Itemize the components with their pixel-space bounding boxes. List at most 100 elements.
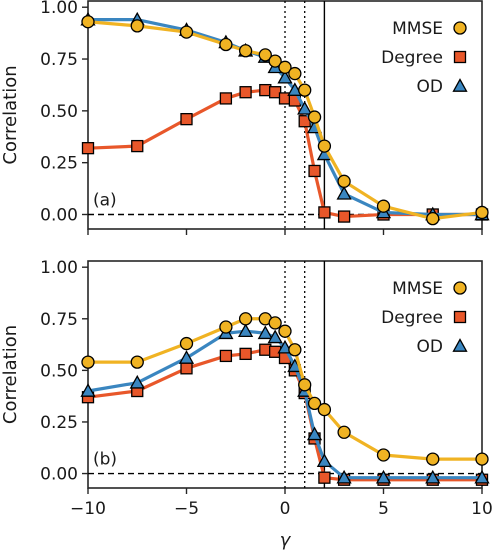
data-point — [318, 206, 331, 219]
data-point — [238, 312, 253, 326]
series-mmse — [81, 15, 489, 226]
data-point — [426, 452, 440, 466]
x-tick-label: −10 — [70, 499, 106, 519]
data-point — [268, 316, 282, 330]
y-tick-label: 0.75 — [40, 50, 78, 70]
y-tick-label: 1.00 — [40, 258, 78, 278]
data-point — [317, 402, 332, 417]
data-point — [237, 323, 254, 338]
panel-a: 0.00 0.25 0.50 0.75 1.00 Correlation (a) MMSE De… — [0, 0, 490, 235]
legend-label-mmse: MMSE — [392, 279, 443, 299]
data-point — [376, 448, 391, 462]
y-axis-label: Correlation — [0, 325, 21, 424]
data-point — [80, 383, 96, 397]
data-point — [178, 350, 195, 364]
legend-marker-degree — [453, 310, 467, 324]
data-point — [180, 112, 193, 126]
data-point — [179, 25, 194, 39]
series-line — [88, 317, 482, 461]
legend-label-od: OD — [417, 337, 443, 357]
x-tick-label: −5 — [174, 499, 199, 519]
data-point — [238, 44, 253, 58]
data-point — [298, 378, 312, 392]
legend-label-degree: Degree — [381, 308, 443, 328]
legend-marker-degree — [453, 50, 467, 64]
data-point — [336, 469, 352, 484]
y-tick-label: 0.50 — [40, 102, 78, 122]
data-point — [425, 469, 441, 484]
data-point — [219, 92, 233, 105]
x-axis-label: γ — [280, 530, 292, 550]
data-point — [474, 469, 490, 484]
panel-label: (b) — [93, 450, 117, 470]
y-tick-label: 0.75 — [40, 310, 78, 330]
legend-marker-od — [452, 338, 468, 352]
series-line — [87, 329, 482, 480]
data-point — [288, 343, 302, 357]
data-point — [267, 329, 283, 344]
y-tick-label: 1.00 — [40, 0, 78, 18]
data-point — [308, 164, 321, 178]
data-point — [376, 199, 391, 213]
data-point — [297, 100, 313, 115]
data-point — [316, 453, 333, 468]
y-tick-label: 0.00 — [40, 465, 78, 485]
x-tick-label: 5 — [378, 499, 389, 519]
panel-b: 0.00 0.25 0.50 0.75 1.00 −10 −5 0 5 10 Correlation… — [0, 258, 493, 550]
data-point — [317, 139, 332, 153]
data-point — [258, 48, 272, 62]
data-point — [179, 336, 194, 351]
data-point — [129, 374, 145, 389]
y-tick-label: 0.00 — [40, 205, 78, 225]
data-point — [337, 174, 351, 188]
x-tick-label: 0 — [280, 499, 291, 519]
legend-marker-mmse — [453, 281, 467, 295]
y-tick-label: 0.25 — [40, 154, 78, 174]
y-tick-label: 0.25 — [40, 413, 78, 433]
data-point — [336, 185, 352, 200]
data-point — [278, 60, 292, 74]
data-point — [278, 324, 292, 338]
data-point — [307, 110, 322, 124]
legend-label-degree: Degree — [381, 48, 443, 68]
data-point — [257, 325, 273, 340]
data-point — [375, 469, 392, 484]
data-point — [307, 396, 322, 411]
data-point — [219, 320, 233, 334]
series-degree — [81, 343, 489, 486]
legend: MMSE Degree OD — [381, 19, 468, 97]
series-line — [88, 18, 482, 217]
data-point — [239, 347, 252, 361]
legend-marker-od — [452, 78, 468, 92]
data-point — [130, 19, 144, 33]
legend-label-od: OD — [417, 77, 443, 97]
data-point — [81, 15, 95, 29]
data-point — [475, 205, 489, 220]
data-point — [219, 349, 233, 363]
data-point — [268, 86, 282, 99]
data-point — [318, 471, 331, 484]
y-tick-label: 0.50 — [40, 361, 78, 381]
legend-marker-mmse — [453, 21, 467, 35]
data-point — [130, 355, 144, 369]
data-point — [337, 425, 351, 439]
data-point — [81, 142, 95, 155]
series-od — [80, 323, 490, 484]
data-point — [81, 355, 95, 369]
data-point — [475, 452, 489, 466]
data-point — [288, 66, 302, 81]
legend: MMSE Degree OD — [381, 279, 468, 357]
legend-label-mmse: MMSE — [392, 19, 443, 39]
data-point — [219, 37, 233, 52]
y-axis-label: Correlation — [0, 65, 21, 164]
data-point — [131, 139, 144, 153]
data-point — [298, 83, 312, 97]
data-point — [337, 210, 351, 223]
x-tick-label: 10 — [471, 499, 493, 519]
series-mmse — [81, 312, 489, 466]
data-point — [239, 86, 252, 99]
data-point — [426, 211, 440, 226]
data-point — [306, 426, 323, 441]
panel-label: (a) — [93, 190, 117, 210]
